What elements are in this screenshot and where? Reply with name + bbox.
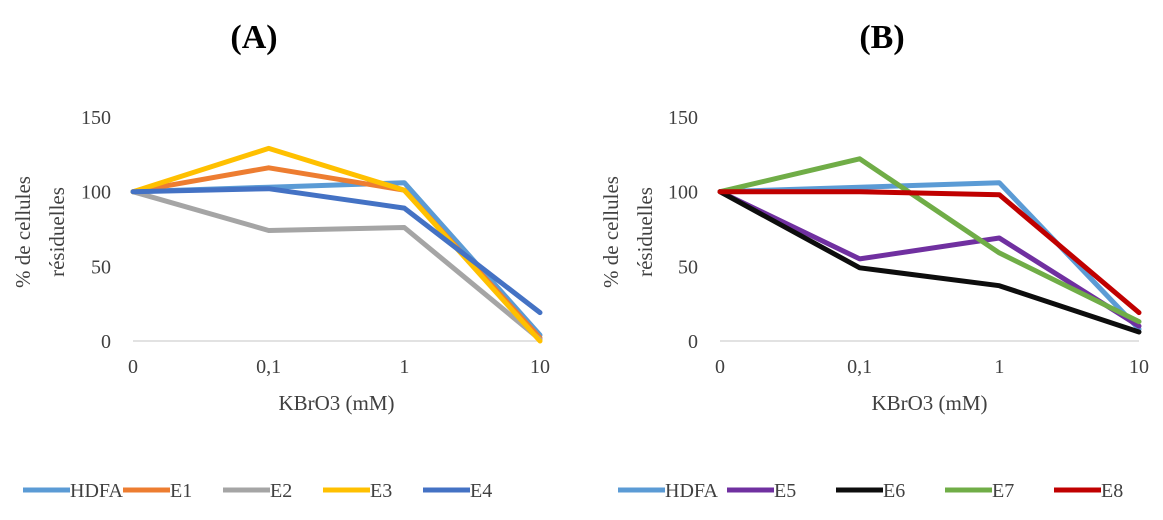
y-axis-title-line: résiduelles bbox=[633, 187, 657, 277]
legend-label: HDFA bbox=[665, 480, 719, 502]
series-line-e8 bbox=[717, 189, 1142, 316]
x-tick-label: 1 bbox=[994, 356, 1004, 378]
legend-label: E5 bbox=[774, 480, 796, 502]
series-line-e4 bbox=[130, 186, 543, 316]
y-tick-label: 0 bbox=[688, 331, 698, 353]
series-line-e5 bbox=[717, 189, 1142, 329]
y-tick-label: 100 bbox=[81, 182, 111, 204]
legend-label: E3 bbox=[370, 480, 392, 502]
panel-a: (A) % de cellules résiduelles 0 50 100 150 0 0,1… bbox=[11, 19, 550, 502]
chart-title: (B) bbox=[859, 19, 904, 56]
chart-title: (A) bbox=[230, 19, 277, 56]
y-tick-label: 0 bbox=[101, 331, 111, 353]
y-tick-label: 150 bbox=[81, 107, 111, 129]
panel-b: (B) % de cellules résiduelles 0 50 100 150 0 0,1… bbox=[599, 19, 1149, 502]
series-line-e7 bbox=[717, 156, 1142, 325]
y-axis-title-line: % de cellules bbox=[11, 176, 35, 288]
series-line-e3 bbox=[130, 145, 543, 344]
legend-label: E6 bbox=[883, 480, 905, 502]
y-axis-title-line: % de cellules bbox=[599, 176, 623, 288]
x-tick-label: 0 bbox=[128, 356, 138, 378]
y-tick-label: 150 bbox=[668, 107, 698, 129]
legend-label: E7 bbox=[992, 480, 1014, 502]
series-line-hdfa bbox=[130, 180, 543, 338]
x-tick-label: 10 bbox=[530, 356, 550, 378]
x-tick-label: 0,1 bbox=[256, 356, 281, 378]
x-tick-label: 1 bbox=[399, 356, 409, 378]
x-tick-label: 0 bbox=[715, 356, 725, 378]
x-tick-label: 10 bbox=[1129, 356, 1149, 378]
legend-label: E1 bbox=[170, 480, 192, 502]
x-axis-title: KBrO3 (mM) bbox=[278, 391, 394, 415]
y-tick-label: 50 bbox=[678, 256, 698, 278]
legend-label: E8 bbox=[1101, 480, 1123, 502]
series-line-e2 bbox=[130, 189, 543, 342]
legend-label: HDFA bbox=[70, 480, 124, 502]
series-line-e6 bbox=[717, 189, 1142, 335]
y-axis-title-line: résiduelles bbox=[45, 187, 69, 277]
x-tick-label: 0,1 bbox=[847, 356, 872, 378]
legend-label: E2 bbox=[270, 480, 292, 502]
y-tick-label: 100 bbox=[668, 182, 698, 204]
legend-label: E4 bbox=[470, 480, 492, 502]
x-axis-title: KBrO3 (mM) bbox=[871, 391, 987, 415]
y-tick-label: 50 bbox=[91, 256, 111, 278]
series-line-e1 bbox=[130, 165, 543, 341]
